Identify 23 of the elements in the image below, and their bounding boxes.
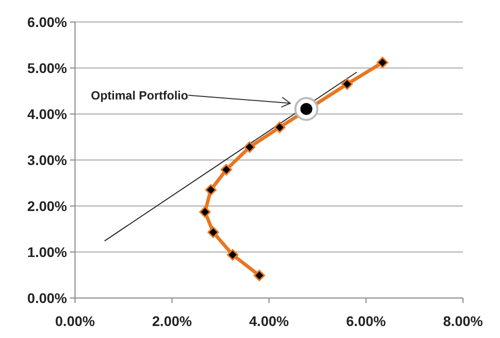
point (341, 78, 353, 90)
point (376, 56, 388, 68)
point (226, 249, 238, 261)
x-tick-label: 4.00% (249, 313, 290, 329)
x-tick-label: 0.00% (55, 313, 96, 329)
y-tick-label: 6.00% (27, 14, 68, 30)
point (220, 164, 232, 176)
x-tick-label: 8.00% (443, 313, 484, 329)
y-tick-label: 5.00% (27, 60, 68, 76)
y-tick-label: 0.00% (27, 290, 68, 306)
point (244, 141, 256, 153)
point (254, 270, 266, 282)
point (205, 184, 217, 196)
point (207, 226, 219, 238)
y-tick-label: 1.00% (27, 244, 68, 260)
y-tick-label: 3.00% (27, 152, 68, 168)
point (274, 122, 286, 134)
y-tick-label: 2.00% (27, 198, 68, 214)
x-tick-label: 2.00% (152, 313, 192, 329)
annotation: Optimal Portfolio (90, 88, 188, 102)
point (199, 206, 211, 218)
x-tick-label: 6.00% (346, 313, 386, 329)
y-tick-label: 4.00% (27, 106, 68, 122)
